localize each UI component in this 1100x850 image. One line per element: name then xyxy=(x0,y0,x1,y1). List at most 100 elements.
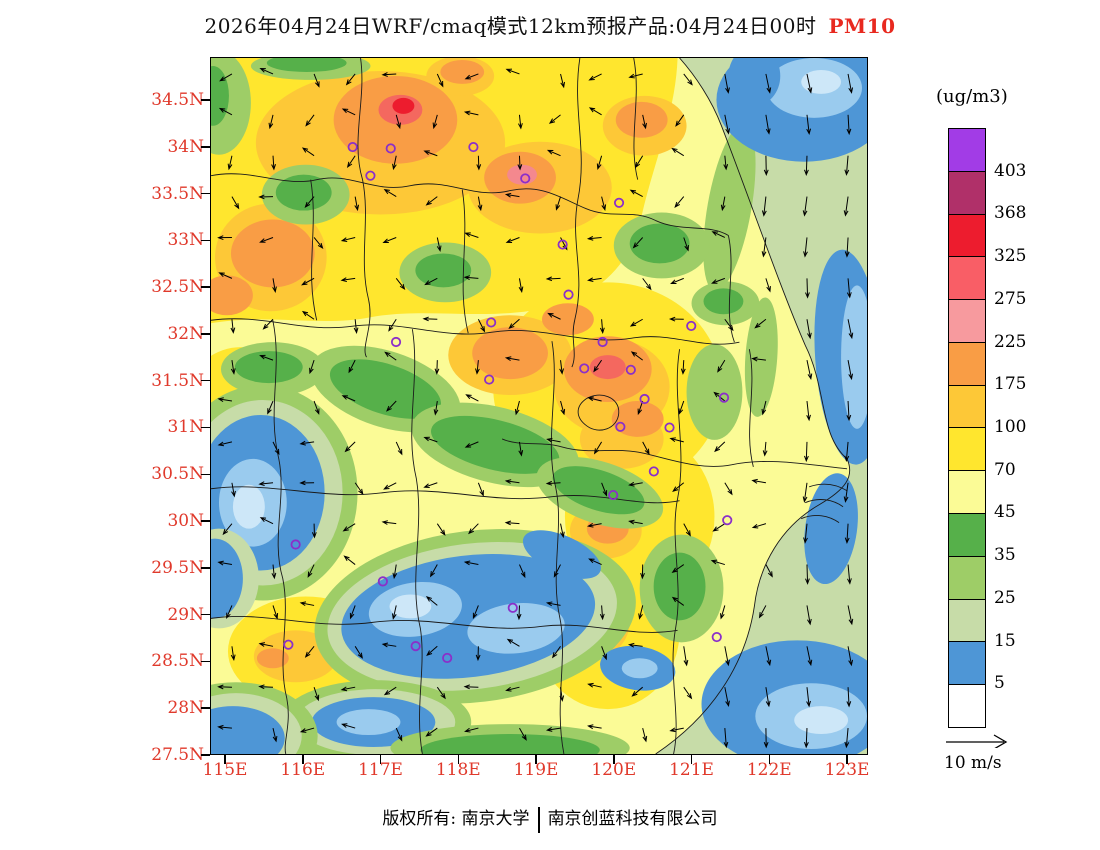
wind-arrow xyxy=(634,155,644,169)
wind-arrow xyxy=(763,728,769,749)
wind-arrow xyxy=(758,605,767,619)
wind-arrow xyxy=(844,155,850,176)
wind-arrow xyxy=(720,196,726,212)
wind-arrow xyxy=(765,687,771,708)
x-axis-label: 123E xyxy=(824,760,870,780)
colorbar-label: 35 xyxy=(994,545,1016,566)
copyright-company: 南京创蓝科技有限公司 xyxy=(547,809,718,829)
y-axis-tick xyxy=(201,426,210,429)
y-axis-label: 34.5N xyxy=(151,90,204,110)
wind-arrow xyxy=(723,728,729,749)
wind-arrow xyxy=(560,523,565,539)
wind-arrow xyxy=(395,114,401,130)
colorbar-labels: 403 368 325 275 225 175 100 70 45 35 25 15 5 xyxy=(994,128,1064,726)
wind-arrow xyxy=(806,73,813,94)
wind-arrow xyxy=(505,237,520,243)
x-axis-tick xyxy=(379,755,382,764)
wind-arrow xyxy=(272,441,280,456)
station-marker xyxy=(615,421,626,432)
station-marker xyxy=(442,652,453,664)
colorbar-label: 45 xyxy=(994,502,1016,523)
wind-arrow xyxy=(629,318,643,327)
wind-arrow xyxy=(642,114,647,130)
page-title: 2026年04月24日WRF/cmaq模式12km预报产品:04月24日00时 P… xyxy=(0,10,1100,39)
station-marker xyxy=(390,336,402,348)
wind-arrow xyxy=(804,728,809,749)
wind-arrow xyxy=(505,686,520,692)
wind-arrow xyxy=(217,684,232,690)
wind-arrow xyxy=(588,558,602,565)
colorbar-label: 403 xyxy=(994,160,1027,181)
station-marker xyxy=(664,422,675,433)
station-marker xyxy=(718,392,730,403)
wind-arrow xyxy=(477,319,486,333)
wind-arrow xyxy=(436,237,442,252)
wind-arrow xyxy=(382,237,397,243)
wind-arrow xyxy=(271,155,276,171)
wind-arrow xyxy=(593,441,603,455)
wind-arrow xyxy=(217,441,233,447)
wind-arrow xyxy=(671,596,685,606)
wind-arrow xyxy=(344,441,356,453)
station-marker xyxy=(613,197,625,208)
wind-arrow xyxy=(671,564,685,573)
colorbar-cell xyxy=(949,428,985,472)
station-marker xyxy=(377,576,388,587)
wind-arrow xyxy=(843,482,849,503)
wind-arrow xyxy=(304,645,315,658)
y-axis-label: 28N xyxy=(167,698,204,719)
wind-arrow xyxy=(230,360,236,375)
y-axis-label: 33.5N xyxy=(151,183,204,204)
wind-arrow xyxy=(847,360,854,381)
station-marker xyxy=(563,289,574,300)
station-marker xyxy=(597,336,608,348)
wind-arrow xyxy=(545,276,561,282)
y-axis-tick xyxy=(201,239,210,242)
wind-arrow xyxy=(802,482,808,503)
wind-arrow xyxy=(508,318,520,329)
wind-arrow xyxy=(259,237,274,243)
wind-arrow xyxy=(258,642,274,647)
wind-arrow xyxy=(551,646,561,659)
wind-arrow xyxy=(683,686,693,700)
wind-arrow xyxy=(724,482,733,496)
wind-arrow xyxy=(671,147,685,157)
station-marker xyxy=(484,374,495,385)
wind-arrow xyxy=(560,400,566,416)
colorbar-cell xyxy=(949,471,985,515)
wind-arrow xyxy=(751,478,766,484)
y-axis-tick xyxy=(201,754,210,756)
wind-arrow xyxy=(846,114,852,136)
y-axis-label: 29N xyxy=(167,604,204,625)
wind-arrow xyxy=(806,319,812,340)
wind-arrow xyxy=(559,360,565,375)
wind-arrow xyxy=(675,114,685,127)
wind-arrow xyxy=(518,278,524,293)
wind-arrow xyxy=(436,73,444,88)
wind-arrow xyxy=(388,318,397,332)
wind-arrow xyxy=(642,278,652,291)
wind-arrow xyxy=(803,237,808,258)
wind-arrow xyxy=(640,564,645,580)
wind-arrow xyxy=(846,400,852,422)
wind-arrow xyxy=(846,687,852,708)
wind-arrow xyxy=(844,523,850,544)
wind-arrow xyxy=(354,196,360,212)
wind-arrow xyxy=(423,436,438,443)
y-axis-label: 31.5N xyxy=(151,370,204,391)
wind-arrow xyxy=(517,155,523,171)
wind-arrow xyxy=(222,523,233,536)
wind-arrow xyxy=(717,359,726,373)
wind-arrow xyxy=(761,196,767,217)
station-marker xyxy=(648,466,659,477)
wind-arrow xyxy=(545,480,561,486)
wind-arrow xyxy=(516,605,522,621)
wind-arrow xyxy=(384,351,397,361)
colorbar-label: 325 xyxy=(994,246,1027,267)
wind-arrow xyxy=(477,196,483,212)
wind-arrow xyxy=(259,68,274,75)
colorbar-units-label: (ug/m3) xyxy=(936,86,1008,107)
wind-arrow xyxy=(754,318,767,329)
wind-arrow xyxy=(806,400,811,422)
x-axis-label: 120E xyxy=(591,760,637,780)
